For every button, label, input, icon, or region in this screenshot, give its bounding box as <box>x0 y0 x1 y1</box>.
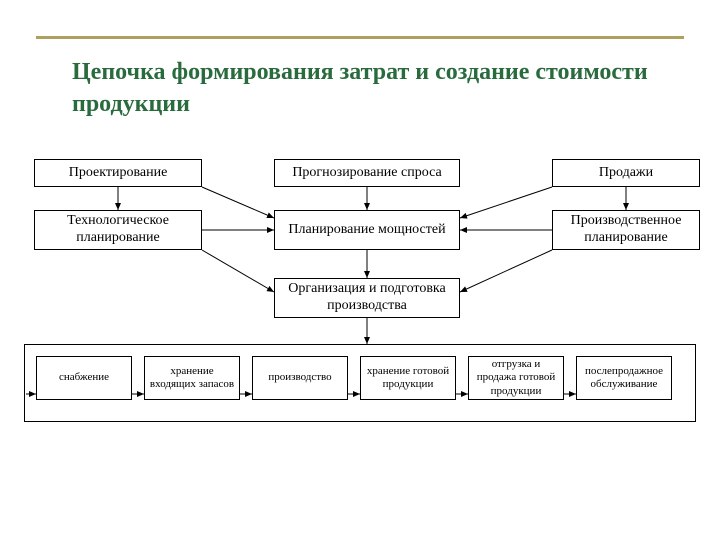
chain-node-4: отгрузка и продажа готовой продукции <box>468 356 564 400</box>
node-label: хранение готовой продукции <box>365 365 451 391</box>
node-label: послепродажное обслуживание <box>581 365 667 391</box>
node-label: Технологическое планирование <box>39 213 197 247</box>
node-r2c3: Производственное планирование <box>552 210 700 250</box>
flowchart: Проектирование Прогнозирование спроса Пр… <box>0 0 720 540</box>
node-label: Прогнозирование спроса <box>292 165 441 182</box>
node-label: производство <box>268 371 331 384</box>
node-r1c3: Продажи <box>552 159 700 187</box>
node-label: Проектирование <box>69 165 168 182</box>
chain-node-3: хранение готовой продукции <box>360 356 456 400</box>
node-r1c1: Проектирование <box>34 159 202 187</box>
chain-node-5: послепродажное обслуживание <box>576 356 672 400</box>
node-label: Продажи <box>599 165 653 182</box>
node-r2c2: Планирование мощностей <box>274 210 460 250</box>
node-label: Организация и подготовка производства <box>279 281 455 315</box>
node-label: снабжение <box>59 371 109 384</box>
node-r1c2: Прогнозирование спроса <box>274 159 460 187</box>
chain-node-2: производство <box>252 356 348 400</box>
node-r2c1: Технологическое планирование <box>34 210 202 250</box>
arrow-layer <box>0 0 720 540</box>
chain-node-0: снабжение <box>36 356 132 400</box>
node-label: Планирование мощностей <box>288 222 445 239</box>
node-r3c2: Организация и подготовка производства <box>274 278 460 318</box>
node-label: отгрузка и продажа готовой продукции <box>473 358 559 398</box>
node-label: хранение входящих запасов <box>149 365 235 391</box>
node-label: Производственное планирование <box>557 213 695 247</box>
chain-node-1: хранение входящих запасов <box>144 356 240 400</box>
